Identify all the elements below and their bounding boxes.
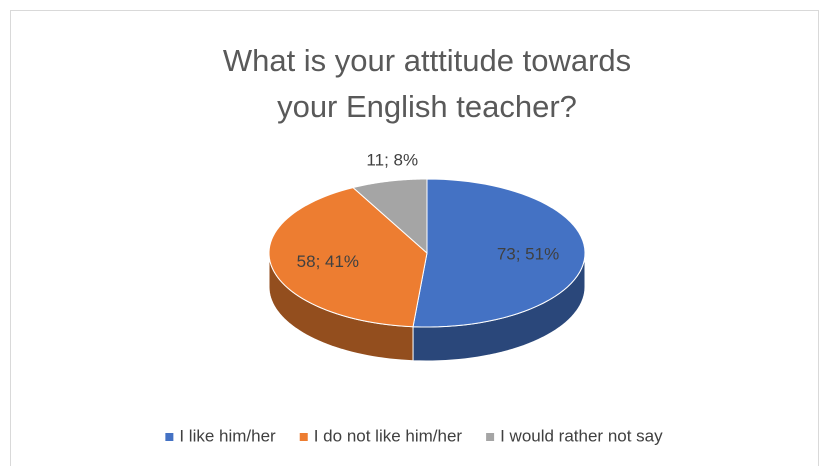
legend-swatch — [486, 433, 495, 441]
legend-label: I like him/her — [179, 426, 276, 445]
slice — [352, 178, 428, 255]
legend-swatch — [165, 433, 174, 441]
data-label: 58; 41% — [297, 252, 359, 271]
legend-label: I do not like him/her — [314, 426, 463, 445]
legend-label: I would rather not say — [500, 426, 663, 445]
slice — [412, 178, 586, 328]
data-label: 11; 8% — [366, 151, 418, 170]
chart-title: What is your atttitude towards your Engl… — [222, 43, 632, 124]
data-label: 73; 51% — [497, 245, 559, 264]
legend-swatch — [299, 433, 308, 441]
chart-area — [10, 10, 819, 466]
slice — [268, 187, 428, 328]
